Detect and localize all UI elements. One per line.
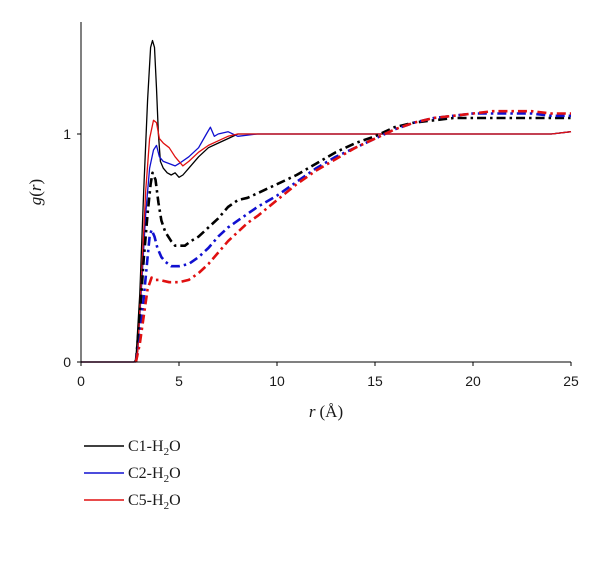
legend-label-c5: C5-H2O [128, 492, 181, 512]
x-tick-label: 5 [175, 373, 183, 389]
legend-item-c2: C2-H2O [84, 465, 181, 485]
series-line-c1-solid [81, 39, 572, 363]
series-line-c1-dashdot [134, 116, 571, 363]
x-tick-label: 10 [269, 373, 285, 389]
x-tick-label: 25 [563, 373, 579, 389]
legend-item-c5: C5-H2O [84, 492, 181, 512]
x-ticks: 0 5 10 15 20 25 [77, 362, 579, 389]
y-tick-label: 1 [63, 126, 71, 142]
y-ticks: 01 [63, 126, 81, 370]
legend-item-c1: C1-H2O [84, 438, 181, 458]
x-tick-label: 15 [367, 373, 383, 389]
series-layer [81, 39, 572, 363]
x-tick-label: 0 [77, 373, 85, 389]
series-line-c2-dashdot [134, 112, 571, 363]
x-tick-label: 20 [465, 373, 481, 389]
series-line-c5-dashdot [134, 109, 571, 363]
legend-label-c1: C1-H2O [128, 438, 181, 458]
legend-label-c2: C2-H2O [128, 465, 181, 485]
y-axis-title: g(r) [26, 179, 45, 205]
x-axis-title: r (Å) [309, 402, 343, 421]
legend: C1-H2O C2-H2O C5-H2O [84, 438, 181, 512]
series-line-c5-solid [81, 119, 572, 363]
y-tick-label: 0 [63, 354, 71, 370]
